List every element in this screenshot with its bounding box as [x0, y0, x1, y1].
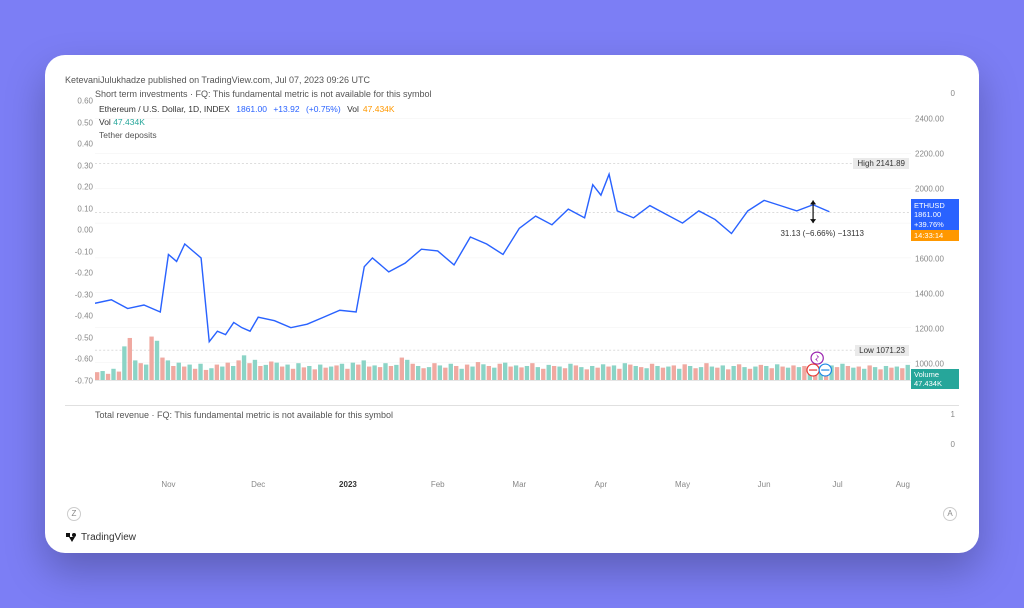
symbol-name: Ethereum / U.S. Dollar, 1D, INDEX: [99, 104, 230, 114]
high-tag: High 2141.89: [853, 158, 909, 169]
zoom-a-button[interactable]: A: [943, 507, 957, 521]
lower-axis-zero: 0: [951, 440, 955, 449]
lower-panel: Total revenue · FQ: This fundamental met…: [65, 406, 959, 478]
footer-brand: TradingView: [65, 531, 136, 543]
tether-label: Tether deposits: [99, 129, 399, 142]
left-y-axis: 0.600.500.400.300.200.100.00-0.10-0.20-0…: [65, 101, 95, 381]
time-axis: NovDec2023FebMarAprMayJunJulAug: [95, 480, 911, 498]
top-panel-label: Short term investments · FQ: This fundam…: [95, 89, 959, 99]
symbol-info: Ethereum / U.S. Dollar, 1D, INDEX 1861.0…: [99, 103, 399, 141]
lower-axis-one: 1: [951, 410, 955, 419]
vol-value-inline: 47.434K: [363, 104, 395, 114]
zoom-out-button[interactable]: Z: [67, 507, 81, 521]
publisher-line: KetevaniJulukhadze published on TradingV…: [65, 75, 959, 85]
tradingview-icon: [65, 531, 77, 543]
measure-label: 31.13 (−6.66%) −13113: [780, 229, 863, 238]
price-badge: ETHUSD 1861.00 +39.76% 14:33:14: [911, 199, 959, 242]
chart-svg: [95, 101, 911, 380]
main-chart[interactable]: 0 Ethereum / U.S. Dollar, 1D, INDEX 1861…: [65, 101, 959, 401]
right-y-axis: 2400.002200.002000.001800.001600.001400.…: [911, 101, 959, 401]
lower-panel-label: Total revenue · FQ: This fundamental met…: [95, 406, 959, 420]
top-panel-zero: 0: [951, 89, 955, 98]
vol-label-inline: Vol: [347, 104, 359, 114]
low-tag: Low 1071.23: [855, 345, 909, 356]
plot-area[interactable]: High 2141.89 Low 1071.23 31.13 (−6.66%) …: [95, 101, 911, 381]
vol-value: 47.434K: [113, 117, 145, 127]
last-price: 1861.00: [236, 104, 267, 114]
price-change: +13.92: [273, 104, 299, 114]
volume-badge: Volume 47.434K: [911, 369, 959, 389]
vol-label: Vol: [99, 117, 111, 127]
price-change-pct: (+0.75%): [306, 104, 341, 114]
chart-card: KetevaniJulukhadze published on TradingV…: [45, 55, 979, 553]
